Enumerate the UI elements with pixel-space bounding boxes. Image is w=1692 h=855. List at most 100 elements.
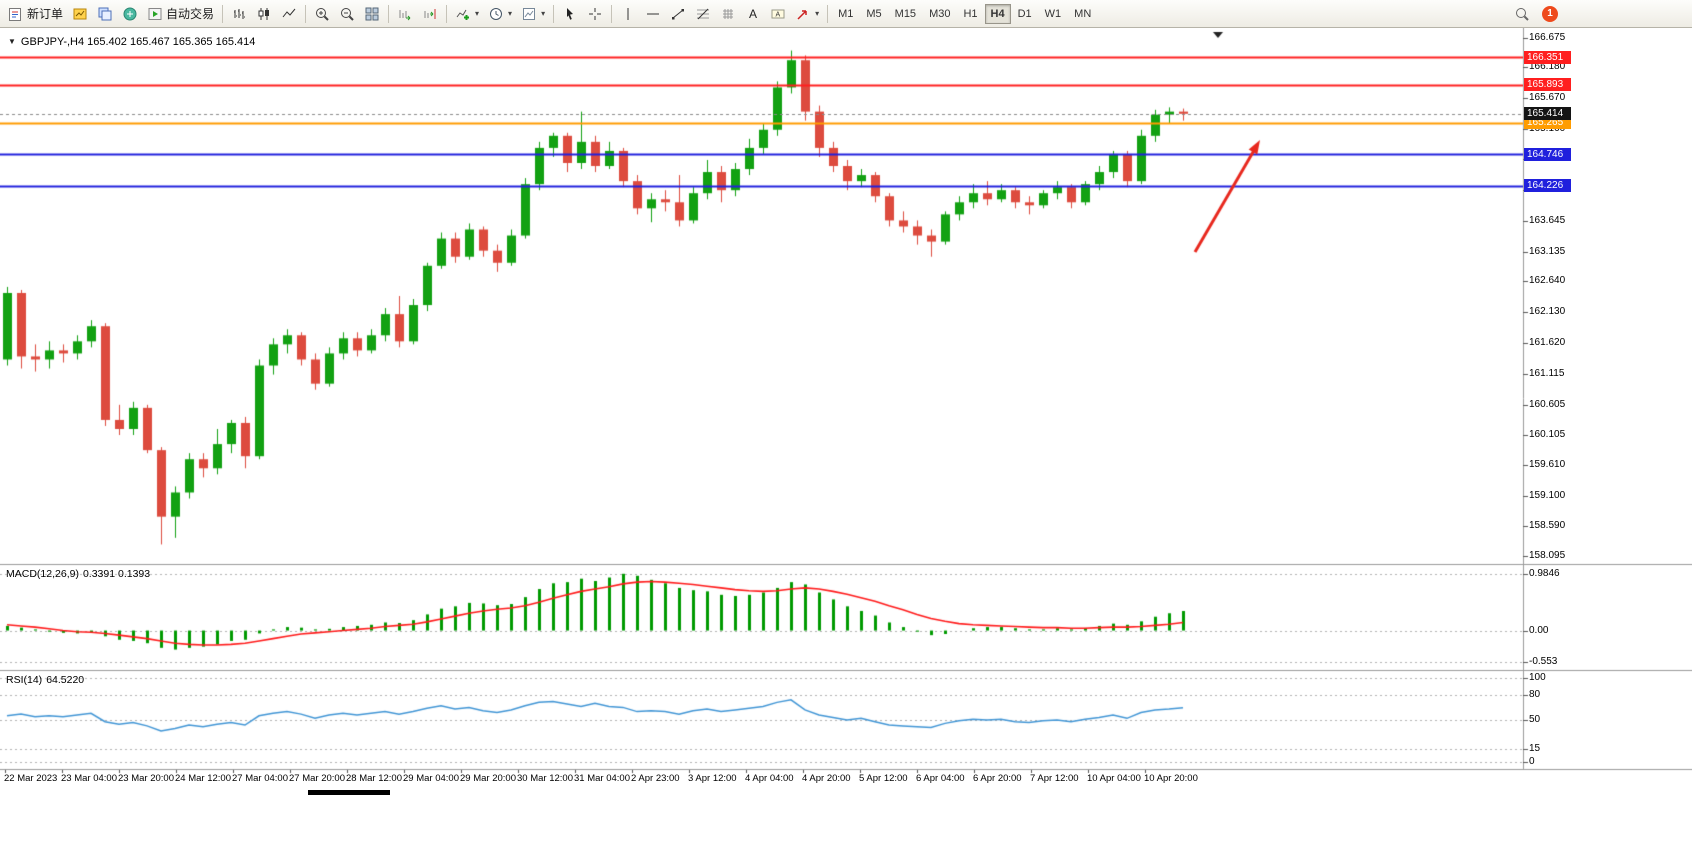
rsi-axis-label: 80: [1529, 688, 1541, 700]
price-axis-label: 161.620: [1529, 337, 1566, 349]
chevron-down-icon: ▾: [815, 8, 820, 18]
time-axis-label: 28 Mar 12:00: [346, 773, 402, 784]
templates-button[interactable]: ▾: [517, 3, 549, 25]
indicators-button[interactable]: ▾: [451, 3, 483, 25]
timeframe-button-d1[interactable]: D1: [1017, 7, 1032, 20]
timeframe-button-h4[interactable]: H4: [984, 3, 1011, 24]
arrow-tool-icon: [795, 6, 811, 22]
timeframe-button-m15[interactable]: M15: [894, 7, 917, 20]
rsi-axis-label: 15: [1529, 743, 1541, 755]
autotrading-icon: [147, 6, 163, 22]
chart-shift-button[interactable]: [418, 3, 442, 25]
chart-symbol-title: ▼ GBPJPY-,H4 165.402 165.467 165.365 165…: [8, 36, 255, 48]
time-axis-label: 4 Apr 04:00: [745, 773, 794, 784]
shapes-button[interactable]: [716, 3, 740, 25]
price-axis-label: 165.670: [1529, 92, 1566, 104]
horizontal-line-button[interactable]: [641, 3, 665, 25]
timeframe-button-m30[interactable]: M30: [929, 7, 951, 20]
crosshair-icon: [587, 6, 603, 22]
vertical-line-button[interactable]: [616, 3, 640, 25]
zoom-in-icon: [314, 6, 330, 22]
arrows-button[interactable]: ▾: [791, 3, 823, 25]
toolbar-separator: [827, 4, 829, 23]
toolbar-separator: [305, 4, 307, 23]
price-axis-label: 159.610: [1529, 458, 1566, 470]
cursor-icon: [562, 6, 578, 22]
new-chart-icon: [72, 6, 88, 22]
timeframe-button-mn[interactable]: MN: [1074, 7, 1092, 20]
price-axis-label: 159.100: [1529, 489, 1566, 501]
macd-name: MACD(12,26,9): [6, 568, 79, 580]
time-axis-label: 24 Mar 12:00: [175, 773, 231, 784]
svg-text:A: A: [776, 11, 781, 18]
time-axis-label: 23 Mar 04:00: [61, 773, 117, 784]
time-axis-label: 4 Apr 20:00: [802, 773, 851, 784]
clock-icon: [488, 6, 504, 22]
grid-shapes-icon: [720, 6, 736, 22]
candlestick-chart-button[interactable]: [252, 3, 276, 25]
price-axis-label: 160.105: [1529, 428, 1566, 440]
search-button[interactable]: [1510, 3, 1534, 25]
horizontal-line-icon: [645, 6, 661, 22]
crosshair-button[interactable]: [583, 3, 607, 25]
text-label-icon: A: [770, 6, 786, 22]
collapse-triangle-icon[interactable]: ▼: [8, 37, 16, 46]
rsi-axis-label: 100: [1529, 672, 1546, 683]
notification-badge[interactable]: 1: [1542, 5, 1558, 22]
zoom-out-button[interactable]: [335, 3, 359, 25]
toolbar-separator: [222, 4, 224, 23]
periods-button[interactable]: ▾: [484, 3, 516, 25]
taskbar-fragment: [308, 790, 390, 795]
macd-axis-label: -0.553: [1529, 656, 1558, 668]
trendline-button[interactable]: [666, 3, 690, 25]
zoom-in-button[interactable]: [310, 3, 334, 25]
vertical-line-icon: [620, 6, 636, 22]
autotrading-button[interactable]: 自动交易: [143, 3, 218, 25]
time-axis-label: 23 Mar 20:00: [118, 773, 174, 784]
auto-scroll-button[interactable]: [393, 3, 417, 25]
profiles-icon: [97, 6, 113, 22]
time-axis-label: 29 Mar 20:00: [460, 773, 516, 784]
timeframe-button-m5[interactable]: M5: [866, 7, 882, 20]
new-chart-button[interactable]: [68, 3, 92, 25]
autotrading-label: 自动交易: [166, 7, 215, 21]
timeframe-button-h1[interactable]: H1: [963, 7, 978, 20]
profiles-button[interactable]: [93, 3, 117, 25]
line-chart-icon: [281, 6, 297, 22]
text-button[interactable]: A: [741, 3, 765, 25]
chart-canvas[interactable]: [0, 28, 1692, 855]
toolbar-separator: [611, 4, 613, 23]
price-badge: 165.414: [1524, 107, 1571, 121]
cursor-button[interactable]: [558, 3, 582, 25]
rsi-axis-label: 50: [1529, 714, 1541, 725]
line-chart-button[interactable]: [277, 3, 301, 25]
chevron-down-icon: ▾: [475, 8, 480, 18]
main-toolbar: 新订单 自动交易 ▾ ▾ ▾ A A ▾: [0, 0, 1692, 28]
market-watch-button[interactable]: [118, 3, 142, 25]
rsi-value: 64.5220: [46, 674, 85, 686]
timeframe-button-w1[interactable]: W1: [1044, 7, 1062, 20]
text-label-button[interactable]: A: [766, 3, 790, 25]
bar-chart-button[interactable]: [227, 3, 251, 25]
time-axis-label: 5 Apr 12:00: [859, 773, 908, 784]
price-axis-label: 158.590: [1529, 520, 1566, 532]
price-badge: 164.226: [1524, 179, 1571, 193]
auto-scroll-icon: [397, 6, 413, 22]
toolbar-right-group: 1: [1510, 3, 1688, 25]
time-axis-label: 10 Apr 20:00: [1144, 773, 1198, 784]
macd-indicator-label: MACD(12,26,9) 0.3391 0.1393: [6, 568, 150, 580]
toolbar-separator: [553, 4, 555, 23]
timeframe-button-m1[interactable]: M1: [838, 7, 854, 20]
fibonacci-button[interactable]: [691, 3, 715, 25]
search-icon: [1514, 6, 1530, 22]
candlestick-icon: [256, 6, 272, 22]
new-order-button[interactable]: 新订单: [4, 3, 67, 25]
chart-window: ▼ GBPJPY-,H4 165.402 165.467 165.365 165…: [0, 28, 1692, 855]
rsi-axis-label: 0: [1529, 756, 1535, 767]
chevron-down-icon: ▾: [541, 8, 546, 18]
text-icon: A: [745, 6, 761, 22]
tile-windows-button[interactable]: [360, 3, 384, 25]
price-axis-label: 166.675: [1529, 31, 1566, 43]
time-axis-label: 29 Mar 04:00: [403, 773, 459, 784]
